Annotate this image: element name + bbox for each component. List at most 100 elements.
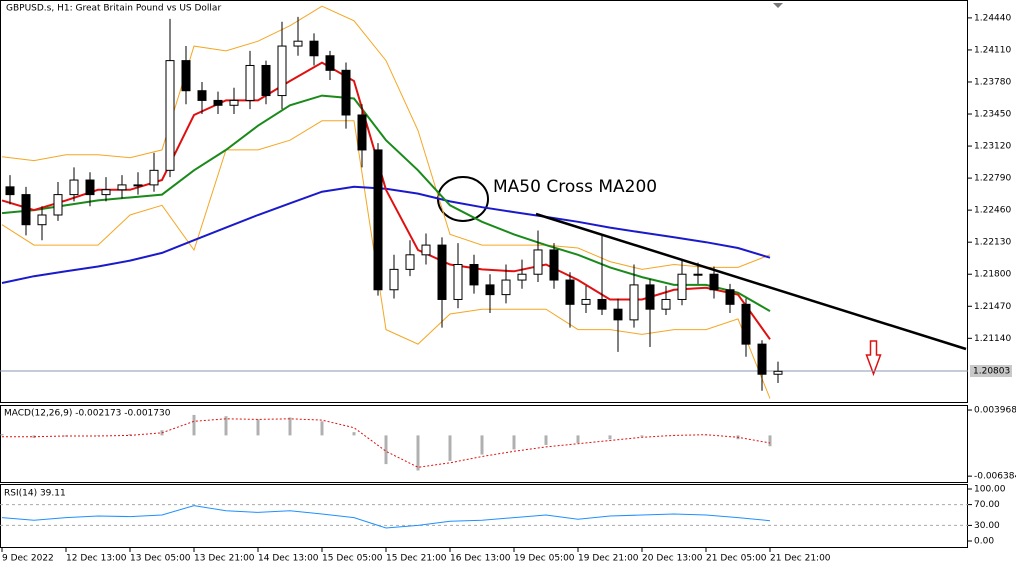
x-tick-label: 21 Dec 21:00 [770,554,831,564]
candle-body [469,264,479,286]
y-tick-label: 0.003968 [974,406,1016,416]
rsi-frame [0,484,968,548]
macd-bar [128,434,132,436]
candle-body [677,273,687,300]
y-tick-label: 1.21140 [974,334,1011,344]
candle-body [581,298,591,305]
macd-bar [320,421,324,436]
rsi-line [1,505,771,529]
candle-body [453,264,463,300]
trend-line [535,212,967,351]
candle-body [773,370,783,375]
y-tick-label: 1.23450 [974,110,1011,120]
current-price-label: 1.20803 [973,367,1010,377]
candle-body [21,194,31,226]
candle-body [69,179,79,196]
macd-bar [192,414,196,436]
candle-body [277,45,287,97]
candle-body [709,273,719,291]
candle-body [421,244,431,256]
candle-body [757,343,767,375]
y-tick-label: 1.22460 [974,206,1011,216]
rsi-label: RSI(14) 39.11 [4,489,66,499]
candle-body [325,55,335,71]
candle-body [117,184,127,191]
candle-body [629,284,639,321]
macd-bar [640,435,644,437]
candle-body [437,244,447,300]
candle-body [517,273,527,281]
candle-body [341,69,351,116]
candle-body [101,189,111,196]
candle-body [693,273,703,276]
candle-body [165,60,175,171]
y-tick-label: 1.24440 [974,13,1011,23]
y-tick-label: -0.006384 [974,472,1016,482]
candle-body [53,194,63,216]
macd-bar [512,435,516,450]
main-frame [0,0,968,403]
y-tick-label: 1.21470 [974,302,1011,312]
y-tick-label: 1.22790 [974,174,1011,184]
candle-body [741,303,751,345]
macd-bar [352,432,356,436]
macd-label: MACD(12,26,9) -0.002173 -0.001730 [4,409,171,419]
macd-bar [416,435,420,471]
x-tick-label: 13 Dec 05:00 [130,554,191,564]
x-tick-label: 16 Dec 13:00 [450,554,511,564]
shift-marker [773,3,783,8]
candle-body [37,214,47,226]
candle-body [405,254,415,270]
candle-body [645,284,655,310]
candle-body [501,279,511,296]
y-tick-label: 70.00 [974,500,1000,510]
macd-bar [224,416,228,436]
x-tick-label: 19 Dec 21:00 [578,554,639,564]
x-tick-label: 20 Dec 13:00 [642,554,703,564]
candle-body [565,279,575,305]
macd-frame [0,405,968,483]
x-tick-label: 19 Dec 05:00 [514,554,575,564]
candle-body [197,90,207,101]
y-tick-label: 1.21800 [974,270,1011,280]
candle-body [613,308,623,321]
candle-body [597,298,607,310]
candle-body [293,40,303,47]
candle-body [85,179,95,196]
candle-body [133,184,143,187]
macd-bar [0,434,4,436]
candle-body [725,289,735,305]
annotation: MA50 Cross MA200 [493,177,657,197]
candle-body [229,99,239,106]
x-tick-label: 15 Dec 21:00 [386,554,447,564]
candle-body [533,249,543,275]
current-price-box [970,365,1012,378]
candle-body [245,64,255,101]
ma-line [1,61,771,340]
candle-body [181,60,191,92]
candle-body [373,149,383,291]
macd-bar [288,417,292,436]
y-tick-label: 1.23120 [974,142,1011,152]
macd-bar [384,435,388,465]
macd-bar [544,435,548,445]
candle-body [485,284,495,296]
macd-bar [576,435,580,444]
ma-line [1,185,771,284]
chart-title: GBPUSD.s, H1: Great Britain Pound vs US … [6,4,221,14]
candle-body [357,114,367,151]
x-tick-label: 21 Dec 05:00 [706,554,767,564]
y-tick-label: 0.00 [974,537,994,547]
y-tick-label: 100.00 [974,485,1006,495]
candle-body [5,186,15,196]
x-tick-label: 14 Dec 13:00 [258,554,319,564]
macd-bar [256,419,260,436]
candle-body [549,249,559,281]
candle-body [213,99,223,106]
candle-body [261,64,271,97]
macd-bar [480,435,484,455]
x-tick-label: 13 Dec 21:00 [194,554,255,564]
macd-bar [448,435,452,461]
